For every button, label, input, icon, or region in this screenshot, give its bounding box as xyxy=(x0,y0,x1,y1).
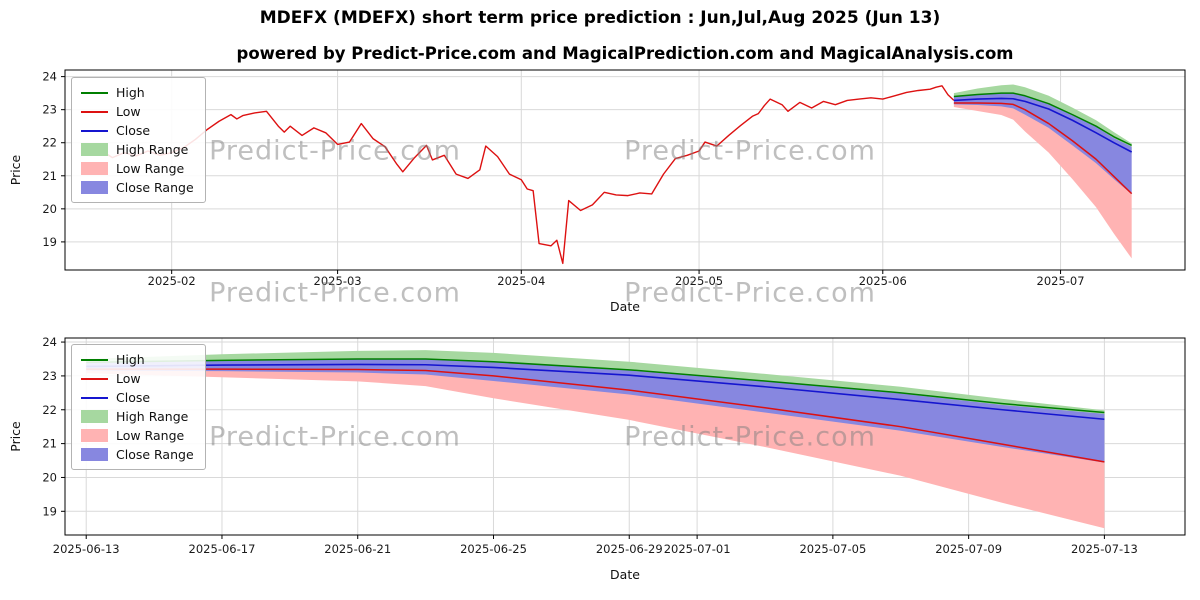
y-tick-label: 23 xyxy=(42,103,57,117)
legend-swatch-close-range xyxy=(81,181,108,194)
plot-border xyxy=(64,337,1186,536)
x-tick-label: 2025-07-05 xyxy=(799,542,866,556)
legend-item-high-range: High Range xyxy=(81,409,194,424)
legend-label-high-range: High Range xyxy=(116,142,189,157)
chart-subtitle: powered by Predict-Price.com and Magical… xyxy=(236,44,1014,63)
chart-0: 19 20 21 22 23 24 2025-02 2025-03 2025-04 2025-05… xyxy=(8,69,1186,314)
watermark-text: Predict-Price.com xyxy=(209,421,461,453)
legend-label-close-range: Close Range xyxy=(116,447,194,462)
legend-label-high-range: High Range xyxy=(116,409,189,424)
watermark-text: Predict-Price.com xyxy=(624,135,876,167)
legend-swatch-low-range xyxy=(81,429,108,442)
legend-item-low-range: Low Range xyxy=(81,161,194,176)
legend-label-low: Low xyxy=(116,371,141,386)
watermark-text: Predict-Price.com xyxy=(624,277,876,309)
series-low-forecast xyxy=(86,368,1105,463)
x-tick-label: 2025-06-21 xyxy=(324,542,391,556)
low-range-band xyxy=(953,102,1132,259)
legend-item-close-range: Close Range xyxy=(81,180,194,195)
x-tick-label: 2025-06-17 xyxy=(189,542,256,556)
y-tick-label: 21 xyxy=(42,169,57,183)
legend-swatch-low xyxy=(81,377,108,380)
legend-label-high: High xyxy=(116,85,145,100)
y-tick-label: 19 xyxy=(42,504,57,518)
legend-item-high: High xyxy=(81,352,194,367)
y-tick-label: 19 xyxy=(42,235,57,249)
series-low-forecast xyxy=(953,102,1133,195)
x-tick-label: 2025-07-13 xyxy=(1071,542,1138,556)
legend-item-low-range: Low Range xyxy=(81,428,194,443)
x-tick-label: 2025-02 xyxy=(148,274,196,288)
series-low-history xyxy=(88,85,955,265)
y-tick-label: 23 xyxy=(42,369,57,383)
legend-swatch-high-range xyxy=(81,410,108,423)
y-axis-label: Price xyxy=(8,154,23,185)
legend-swatch-close-range xyxy=(81,448,108,461)
high-range-band xyxy=(953,84,1132,154)
legend-label-close: Close xyxy=(116,390,151,405)
legend-item-close-range: Close Range xyxy=(81,447,194,462)
legend: High Low Close High Range Low Range Close Ran… xyxy=(71,77,206,203)
x-tick-label: 2025-07 xyxy=(1037,274,1085,288)
y-tick-label: 24 xyxy=(42,335,57,349)
x-axis-label: Date xyxy=(610,567,640,582)
y-tick-label: 24 xyxy=(42,70,57,84)
series-close-forecast xyxy=(953,97,1133,153)
legend-label-close-range: Close Range xyxy=(116,180,194,195)
series-close-forecast xyxy=(86,363,1105,421)
legend-item-low: Low xyxy=(81,104,194,119)
x-tick-label: 2025-05 xyxy=(675,274,723,288)
legend-item-low: Low xyxy=(81,371,194,386)
legend-swatch-low xyxy=(81,110,108,113)
chart-title: MDEFX (MDEFX) short term price predictio… xyxy=(259,8,941,28)
watermark-text: Predict-Price.com xyxy=(209,277,461,309)
legend-swatch-high-range xyxy=(81,143,108,156)
watermark-text: Predict-Price.com xyxy=(209,135,461,167)
series-high-forecast xyxy=(86,358,1105,414)
x-tick-label: 2025-06-25 xyxy=(460,542,527,556)
x-tick-label: 2025-06 xyxy=(859,274,907,288)
y-tick-label: 22 xyxy=(42,403,57,417)
y-tick-label: 20 xyxy=(42,202,57,216)
y-tick-label: 21 xyxy=(42,437,57,451)
legend: High Low Close High Range Low Range Close Ran… xyxy=(71,344,206,470)
y-axis-label: Price xyxy=(8,421,23,452)
legend-swatch-close xyxy=(81,129,108,132)
legend-label-close: Close xyxy=(116,123,151,138)
legend-swatch-low-range xyxy=(81,162,108,175)
x-tick-label: 2025-07-09 xyxy=(935,542,1002,556)
legend-item-high: High xyxy=(81,85,194,100)
x-tick-label: 2025-04 xyxy=(497,274,545,288)
x-tick-label: 2025-07-01 xyxy=(664,542,731,556)
y-tick-label: 22 xyxy=(42,136,57,150)
legend-item-high-range: High Range xyxy=(81,142,194,157)
legend-label-low-range: Low Range xyxy=(116,428,185,443)
x-tick-label: 2025-06-29 xyxy=(596,542,663,556)
watermark-text: Predict-Price.com xyxy=(624,421,876,453)
legend-item-close: Close xyxy=(81,123,194,138)
legend-swatch-high xyxy=(81,358,108,361)
legend-swatch-high xyxy=(81,91,108,94)
legend-label-low-range: Low Range xyxy=(116,161,185,176)
legend-swatch-close xyxy=(81,396,108,399)
x-tick-label: 2025-03 xyxy=(314,274,362,288)
low-range-band xyxy=(86,368,1105,529)
x-axis-label: Date xyxy=(610,299,640,314)
legend-label-high: High xyxy=(116,352,145,367)
y-tick-label: 20 xyxy=(42,470,57,484)
legend-label-low: Low xyxy=(116,104,141,119)
series-high-forecast xyxy=(953,92,1132,147)
plot-border xyxy=(64,69,1186,271)
x-tick-label: 2025-06-13 xyxy=(53,542,120,556)
legend-item-close: Close xyxy=(81,390,194,405)
